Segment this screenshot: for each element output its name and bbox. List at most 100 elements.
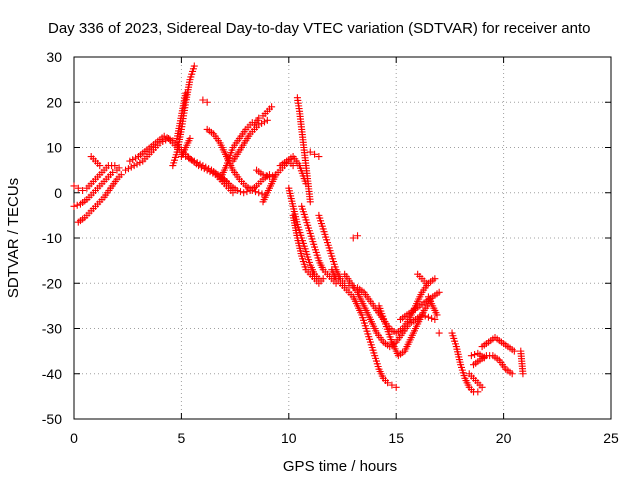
data-point	[319, 275, 327, 283]
data-point	[259, 171, 267, 179]
data-point	[428, 314, 436, 322]
data-point	[74, 184, 82, 192]
data-point	[255, 189, 263, 197]
series-trace-8	[173, 89, 190, 142]
series-trace-38	[467, 349, 488, 362]
data-point	[424, 313, 432, 321]
data-point	[203, 98, 211, 106]
data-point	[435, 288, 443, 296]
data-point	[315, 153, 323, 161]
data-point	[117, 171, 125, 179]
x-tick-label: 0	[70, 430, 78, 446]
series-trace-23	[306, 148, 323, 161]
series-trace-10	[199, 96, 211, 106]
y-tick-label: -40	[42, 366, 62, 382]
data-point	[480, 354, 488, 362]
data-point	[263, 116, 271, 124]
series-trace-2	[74, 171, 125, 226]
x-tick-label: 25	[603, 430, 619, 446]
series-trace-35	[465, 370, 486, 391]
x-axis-label: GPS time / hours	[283, 458, 397, 475]
series-trace-15	[250, 103, 276, 129]
data-point	[422, 279, 430, 287]
series-trace-37	[478, 334, 518, 355]
data-point	[519, 370, 527, 378]
data-markers	[70, 62, 527, 396]
x-tick-label: 10	[281, 430, 297, 446]
series-trace-33	[435, 329, 443, 337]
data-point	[268, 103, 276, 111]
data-point	[311, 150, 319, 158]
data-point	[255, 114, 263, 122]
chart-title: Day 336 of 2023, Sidereal Day-to-day VTE…	[48, 20, 590, 37]
data-point	[508, 370, 516, 378]
data-point	[433, 311, 441, 319]
series-trace-9	[177, 134, 194, 161]
data-point	[435, 329, 443, 337]
data-point	[240, 189, 248, 197]
data-point	[96, 162, 104, 170]
data-point	[115, 164, 123, 172]
data-point	[236, 188, 244, 196]
data-point	[109, 168, 117, 176]
y-tick-label: 20	[46, 94, 62, 110]
y-tick-label: -50	[42, 411, 62, 427]
data-point	[243, 188, 251, 196]
data-point	[306, 198, 314, 206]
data-point	[474, 388, 482, 396]
data-point	[431, 315, 439, 323]
data-point	[388, 381, 396, 389]
series-trace-32	[424, 293, 441, 319]
series-trace-31	[414, 270, 430, 287]
y-tick-label: -30	[42, 321, 62, 337]
data-point	[431, 275, 439, 283]
data-point	[70, 202, 78, 210]
y-tick-label: 10	[46, 140, 62, 156]
series-trace-36	[470, 352, 516, 378]
y-tick-labels: -50 -40 -30 -20 -10 0 10 20 30	[42, 49, 62, 427]
series-trace-3	[70, 162, 123, 194]
series-trace-20	[289, 211, 327, 287]
series-trace-1	[70, 166, 121, 210]
data-point	[73, 201, 81, 209]
y-tick-label: 30	[46, 49, 62, 65]
data-point	[186, 134, 194, 142]
data-point	[510, 347, 518, 355]
data-point	[306, 148, 314, 156]
series-trace-34	[448, 329, 482, 396]
grid-lines	[74, 57, 611, 419]
series-trace-27	[349, 232, 362, 242]
y-axis-label: SDTVAR / TECUs	[5, 178, 22, 298]
data-point	[79, 186, 87, 194]
x-tick-label: 15	[388, 430, 404, 446]
x-tick-label: 20	[496, 430, 512, 446]
x-tick-label: 5	[178, 430, 186, 446]
series-trace-25	[328, 266, 400, 391]
data-point	[289, 162, 297, 170]
data-point	[190, 62, 198, 70]
y-tick-label: 0	[54, 185, 62, 201]
data-point	[262, 172, 270, 180]
data-point	[258, 190, 266, 198]
data-point	[182, 89, 190, 97]
data-point	[392, 383, 400, 391]
data-point	[70, 182, 78, 190]
data-point	[478, 383, 486, 391]
series-trace-4	[87, 153, 104, 170]
y-tick-label: -10	[42, 230, 62, 246]
series-trace-21	[293, 94, 314, 206]
series-trace-39	[517, 347, 527, 378]
axis-ticks	[73, 56, 612, 420]
data-point	[233, 186, 241, 194]
data-point	[467, 352, 475, 360]
data-point	[199, 96, 207, 104]
series-trace-14	[229, 116, 271, 165]
data-point	[111, 162, 119, 170]
data-point	[384, 379, 392, 387]
data-point	[354, 232, 362, 240]
data-point	[349, 234, 357, 242]
series-trace-17	[259, 157, 297, 206]
y-tick-label: -20	[42, 275, 62, 291]
x-tick-labels: 0 5 10 15 20 25	[70, 430, 619, 446]
